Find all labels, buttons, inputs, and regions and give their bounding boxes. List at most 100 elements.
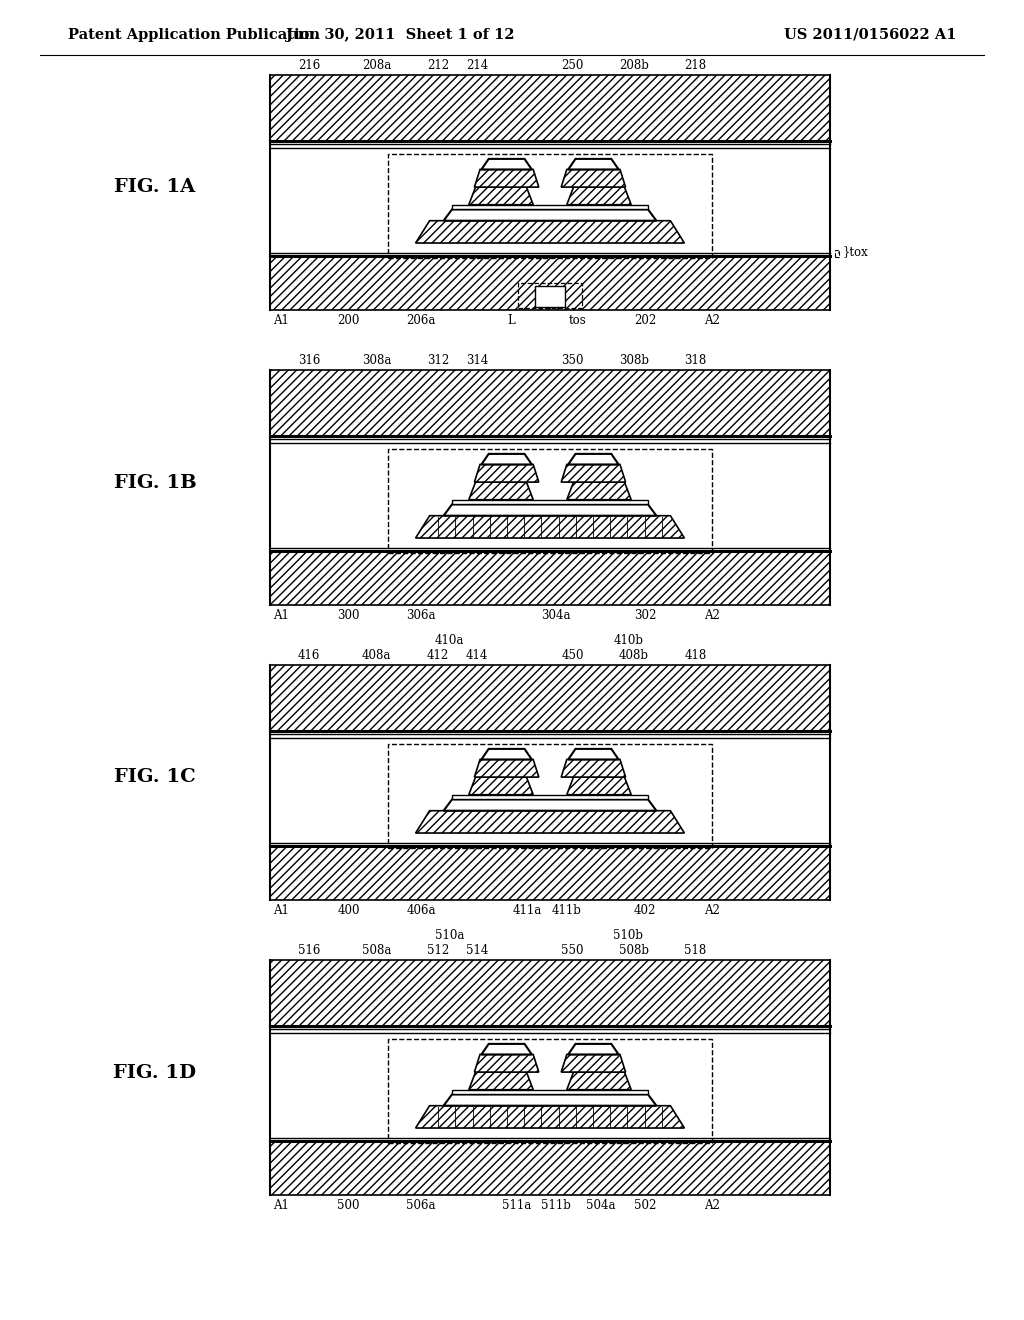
Polygon shape [443,800,656,810]
Bar [270,665,830,731]
Text: 408a: 408a [361,649,391,663]
Text: 200: 200 [337,314,359,327]
Text: 306a: 306a [407,609,436,622]
Text: A2: A2 [705,314,720,327]
Polygon shape [443,504,656,516]
Polygon shape [567,482,631,500]
Polygon shape [567,187,631,205]
Text: 411a: 411a [513,904,543,917]
Bar [270,846,830,900]
Text: A2: A2 [705,1199,720,1212]
Polygon shape [474,169,539,187]
Text: 512: 512 [427,944,450,957]
Bar [270,539,830,550]
Polygon shape [469,777,534,795]
Bar [270,442,830,539]
Text: 450: 450 [561,649,584,663]
Text: 410a: 410a [434,634,464,647]
Polygon shape [481,1044,531,1055]
Bar [535,285,565,308]
Text: 208a: 208a [361,59,391,73]
Polygon shape [568,748,618,759]
Bar [270,960,830,1026]
Text: 312: 312 [427,354,450,367]
Text: 510a: 510a [434,929,464,942]
Text: 216: 216 [298,59,321,73]
Polygon shape [481,748,531,759]
Text: 506a: 506a [407,1199,436,1212]
Polygon shape [567,777,631,795]
Polygon shape [567,1072,631,1090]
Bar [270,256,830,310]
Text: 406a: 406a [407,904,436,917]
Polygon shape [443,1094,656,1106]
Bar [452,205,648,210]
Text: A2: A2 [705,904,720,917]
Text: 350: 350 [561,354,584,367]
Text: 414: 414 [466,649,488,663]
Bar [388,744,713,847]
Text: 514: 514 [466,944,488,957]
Text: 202: 202 [634,314,656,327]
Text: 516: 516 [298,944,321,957]
Polygon shape [474,465,539,482]
Text: 304a: 304a [541,609,570,622]
Polygon shape [416,810,684,833]
Text: 412: 412 [427,649,450,663]
Text: 500: 500 [337,1199,359,1212]
Bar [388,154,713,257]
Bar [388,1039,713,1143]
Text: 510b: 510b [613,929,643,942]
Text: 302: 302 [634,609,656,622]
Polygon shape [474,759,539,777]
Bar [270,148,830,243]
Polygon shape [474,1055,539,1072]
Bar [270,243,830,256]
Bar [270,370,830,436]
Polygon shape [561,1055,626,1072]
Text: 250: 250 [561,59,584,73]
Polygon shape [568,158,618,169]
Polygon shape [561,759,626,777]
Polygon shape [416,516,684,539]
Text: 508a: 508a [361,944,391,957]
Polygon shape [481,158,531,169]
Bar [270,833,830,846]
Text: 416: 416 [298,649,321,663]
Text: 550: 550 [561,944,584,957]
Text: 206a: 206a [407,314,436,327]
Text: FIG. 1A: FIG. 1A [115,178,196,197]
Polygon shape [561,169,626,187]
Text: 504a: 504a [586,1199,615,1212]
Bar [270,1129,830,1140]
Text: 300: 300 [337,609,359,622]
Text: 511b: 511b [541,1199,570,1212]
Text: L: L [507,314,515,327]
Bar [270,1032,830,1129]
Text: 411b: 411b [552,904,582,917]
Text: 402: 402 [634,904,656,917]
Polygon shape [568,1044,618,1055]
Text: 314: 314 [466,354,488,367]
Polygon shape [469,482,534,500]
Text: }tox: }tox [843,246,868,257]
Text: 316: 316 [298,354,321,367]
Text: tos: tos [569,314,587,327]
Text: 511a: 511a [502,1199,531,1212]
Text: 410b: 410b [613,634,643,647]
Text: 400: 400 [337,904,359,917]
Text: 212: 212 [427,59,450,73]
Text: 208b: 208b [620,59,649,73]
Polygon shape [469,187,534,205]
Polygon shape [416,220,684,243]
Polygon shape [561,465,626,482]
Bar [452,500,648,504]
Bar [452,795,648,800]
Bar [270,75,830,141]
Text: 218: 218 [684,59,707,73]
Bar [835,249,839,257]
Text: A2: A2 [705,609,720,622]
Bar [270,1140,830,1195]
Text: A1: A1 [273,1199,289,1212]
Text: A1: A1 [273,314,289,327]
